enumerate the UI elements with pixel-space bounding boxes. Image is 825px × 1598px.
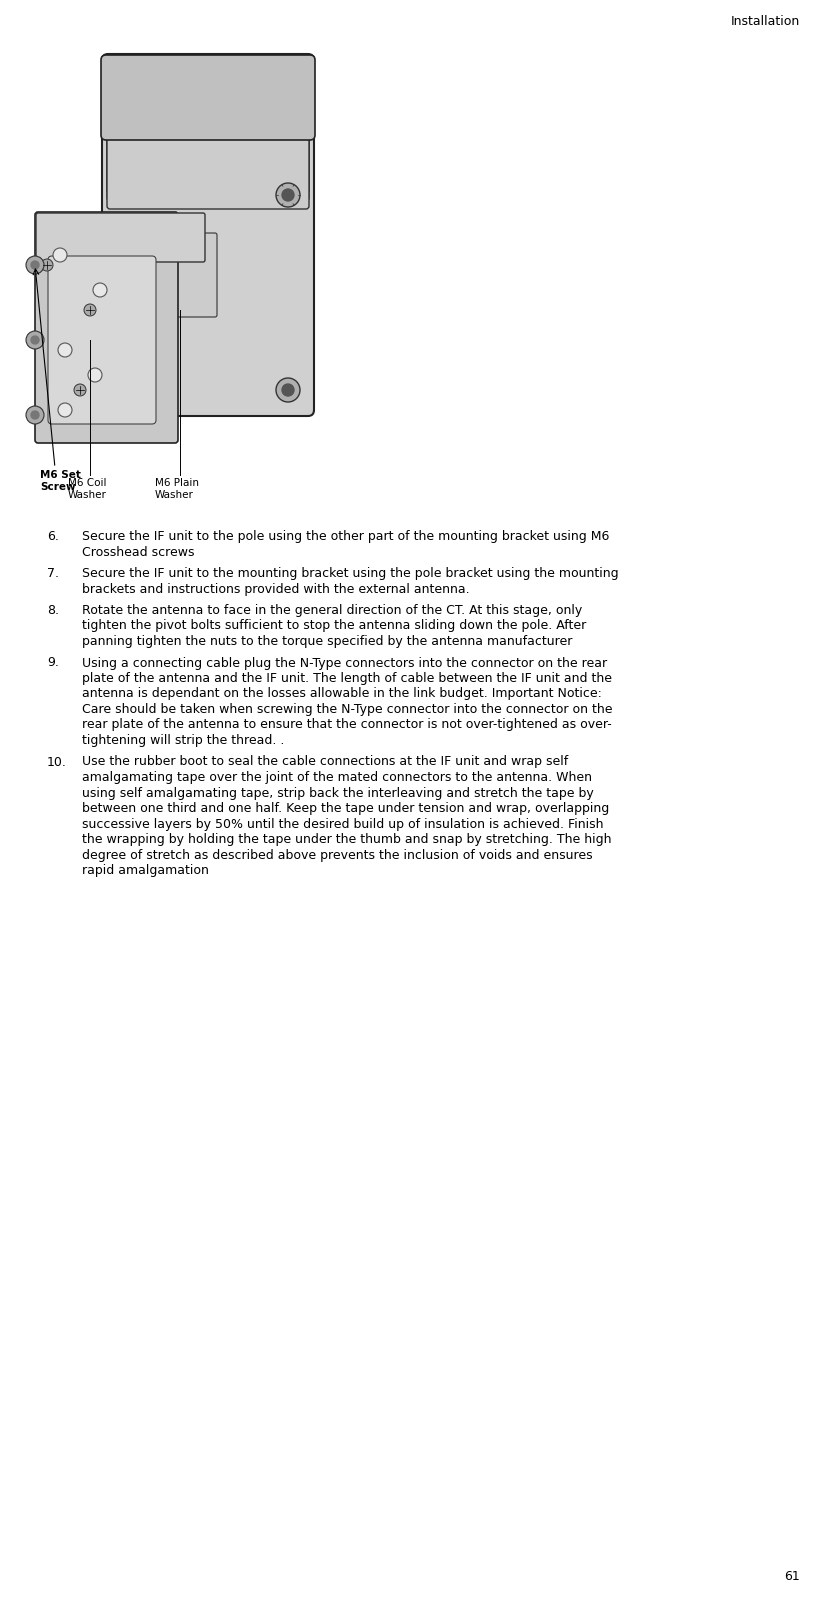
Text: using self amalgamating tape, strip back the interleaving and stretch the tape b: using self amalgamating tape, strip back… <box>82 786 594 799</box>
Circle shape <box>41 259 53 272</box>
Circle shape <box>31 336 39 344</box>
Text: Use the rubber boot to seal the cable connections at the IF unit and wrap self: Use the rubber boot to seal the cable co… <box>82 756 568 769</box>
Circle shape <box>58 344 72 356</box>
FancyBboxPatch shape <box>107 75 309 201</box>
Text: plate of the antenna and the IF unit. The length of cable between the IF unit an: plate of the antenna and the IF unit. Th… <box>82 673 612 686</box>
Text: 6.: 6. <box>47 531 59 543</box>
Text: the wrapping by holding the tape under the thumb and snap by stretching. The hig: the wrapping by holding the tape under t… <box>82 833 611 845</box>
Circle shape <box>93 283 107 297</box>
FancyBboxPatch shape <box>102 54 314 415</box>
FancyBboxPatch shape <box>36 213 205 262</box>
Text: Washer: Washer <box>155 491 194 500</box>
Text: brackets and instructions provided with the external antenna.: brackets and instructions provided with … <box>82 583 469 596</box>
Text: panning tighten the nuts to the torque specified by the antenna manufacturer: panning tighten the nuts to the torque s… <box>82 634 573 649</box>
Text: Care should be taken when screwing the N-Type connector into the connector on th: Care should be taken when screwing the N… <box>82 703 612 716</box>
Text: degree of stretch as described above prevents the inclusion of voids and ensures: degree of stretch as described above pre… <box>82 849 592 861</box>
Circle shape <box>31 411 39 419</box>
Circle shape <box>53 248 67 262</box>
Circle shape <box>276 184 300 208</box>
Text: tighten the pivot bolts sufficient to stop the antenna sliding down the pole. Af: tighten the pivot bolts sufficient to st… <box>82 620 587 633</box>
Text: Crosshead screws: Crosshead screws <box>82 545 195 558</box>
Circle shape <box>282 384 294 396</box>
Text: Installation: Installation <box>731 14 800 29</box>
Text: Screw: Screw <box>40 483 76 492</box>
Text: Washer: Washer <box>68 491 107 500</box>
Text: successive layers by 50% until the desired build up of insulation is achieved. F: successive layers by 50% until the desir… <box>82 818 604 831</box>
Text: tightening will strip the thread. .: tightening will strip the thread. . <box>82 733 285 746</box>
Circle shape <box>58 403 72 417</box>
Text: 8.: 8. <box>47 604 59 617</box>
Text: rear plate of the antenna to ensure that the connector is not over-tightened as : rear plate of the antenna to ensure that… <box>82 719 612 732</box>
Text: between one third and one half. Keep the tape under tension and wrap, overlappin: between one third and one half. Keep the… <box>82 802 609 815</box>
Text: 9.: 9. <box>47 657 59 670</box>
FancyBboxPatch shape <box>107 83 309 209</box>
Circle shape <box>84 304 96 316</box>
Text: amalgamating tape over the joint of the mated connectors to the antenna. When: amalgamating tape over the joint of the … <box>82 770 592 785</box>
Bar <box>30 45 320 430</box>
Text: rapid amalgamation: rapid amalgamation <box>82 865 209 877</box>
Text: Rotate the antenna to face in the general direction of the CT. At this stage, on: Rotate the antenna to face in the genera… <box>82 604 582 617</box>
Text: M6 Coil: M6 Coil <box>68 478 106 487</box>
Text: 61: 61 <box>785 1569 800 1584</box>
FancyBboxPatch shape <box>163 233 217 316</box>
Circle shape <box>26 256 44 273</box>
Circle shape <box>276 379 300 403</box>
Text: Secure the IF unit to the pole using the other part of the mounting bracket usin: Secure the IF unit to the pole using the… <box>82 531 610 543</box>
Text: M6 Set: M6 Set <box>40 470 81 479</box>
Text: 7.: 7. <box>47 567 59 580</box>
Text: 10.: 10. <box>47 756 67 769</box>
Circle shape <box>31 260 39 268</box>
Text: M6 Plain: M6 Plain <box>155 478 199 487</box>
Circle shape <box>26 331 44 348</box>
Circle shape <box>282 189 294 201</box>
Text: Using a connecting cable plug the N-Type connectors into the connector on the re: Using a connecting cable plug the N-Type… <box>82 657 607 670</box>
FancyBboxPatch shape <box>35 213 178 443</box>
Text: antenna is dependant on the losses allowable in the link budget. Important Notic: antenna is dependant on the losses allow… <box>82 687 602 700</box>
FancyBboxPatch shape <box>101 54 315 141</box>
FancyBboxPatch shape <box>48 256 156 423</box>
Circle shape <box>74 384 86 396</box>
FancyBboxPatch shape <box>107 67 309 193</box>
Circle shape <box>26 406 44 423</box>
Circle shape <box>88 368 102 382</box>
Text: Secure the IF unit to the mounting bracket using the pole bracket using the moun: Secure the IF unit to the mounting brack… <box>82 567 619 580</box>
